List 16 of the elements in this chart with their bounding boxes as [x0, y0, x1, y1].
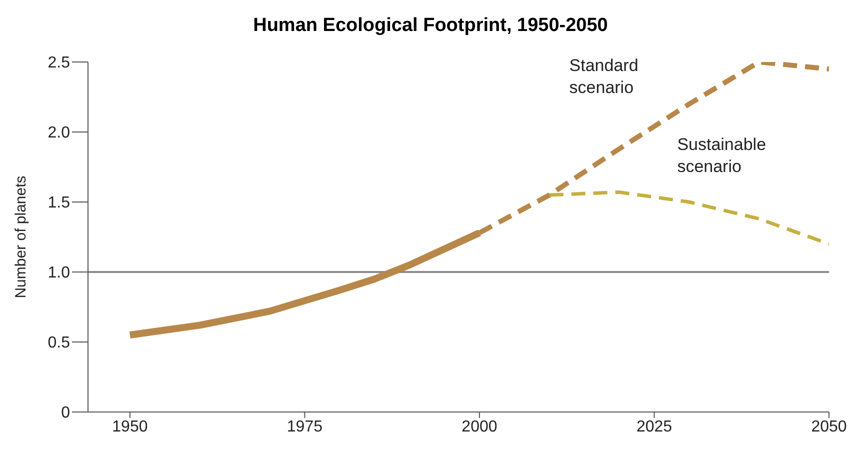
y-tick-label: 1.0	[48, 264, 70, 282]
y-axis-title: Number of planets	[12, 176, 30, 298]
y-tick-label: 0.5	[48, 334, 70, 352]
line-series	[548, 190, 829, 246]
x-tick-label: 2000	[462, 418, 498, 436]
y-tick-label: 1.5	[48, 194, 70, 212]
y-tick-label: 2.0	[48, 124, 70, 142]
x-tick-label: 1975	[286, 418, 323, 436]
x-tick-label: 1950	[112, 418, 148, 436]
series-label: Sustainable scenario	[677, 135, 766, 176]
chart-title: Human Ecological Footprint, 1950-2050	[252, 14, 609, 38]
series-label: Standard scenario	[569, 56, 638, 97]
x-tick-label: 2025	[636, 418, 672, 436]
y-tick-label: 0	[61, 404, 70, 422]
x-tick-label: 2050	[811, 418, 847, 436]
y-tick-label: 2.5	[48, 54, 70, 72]
